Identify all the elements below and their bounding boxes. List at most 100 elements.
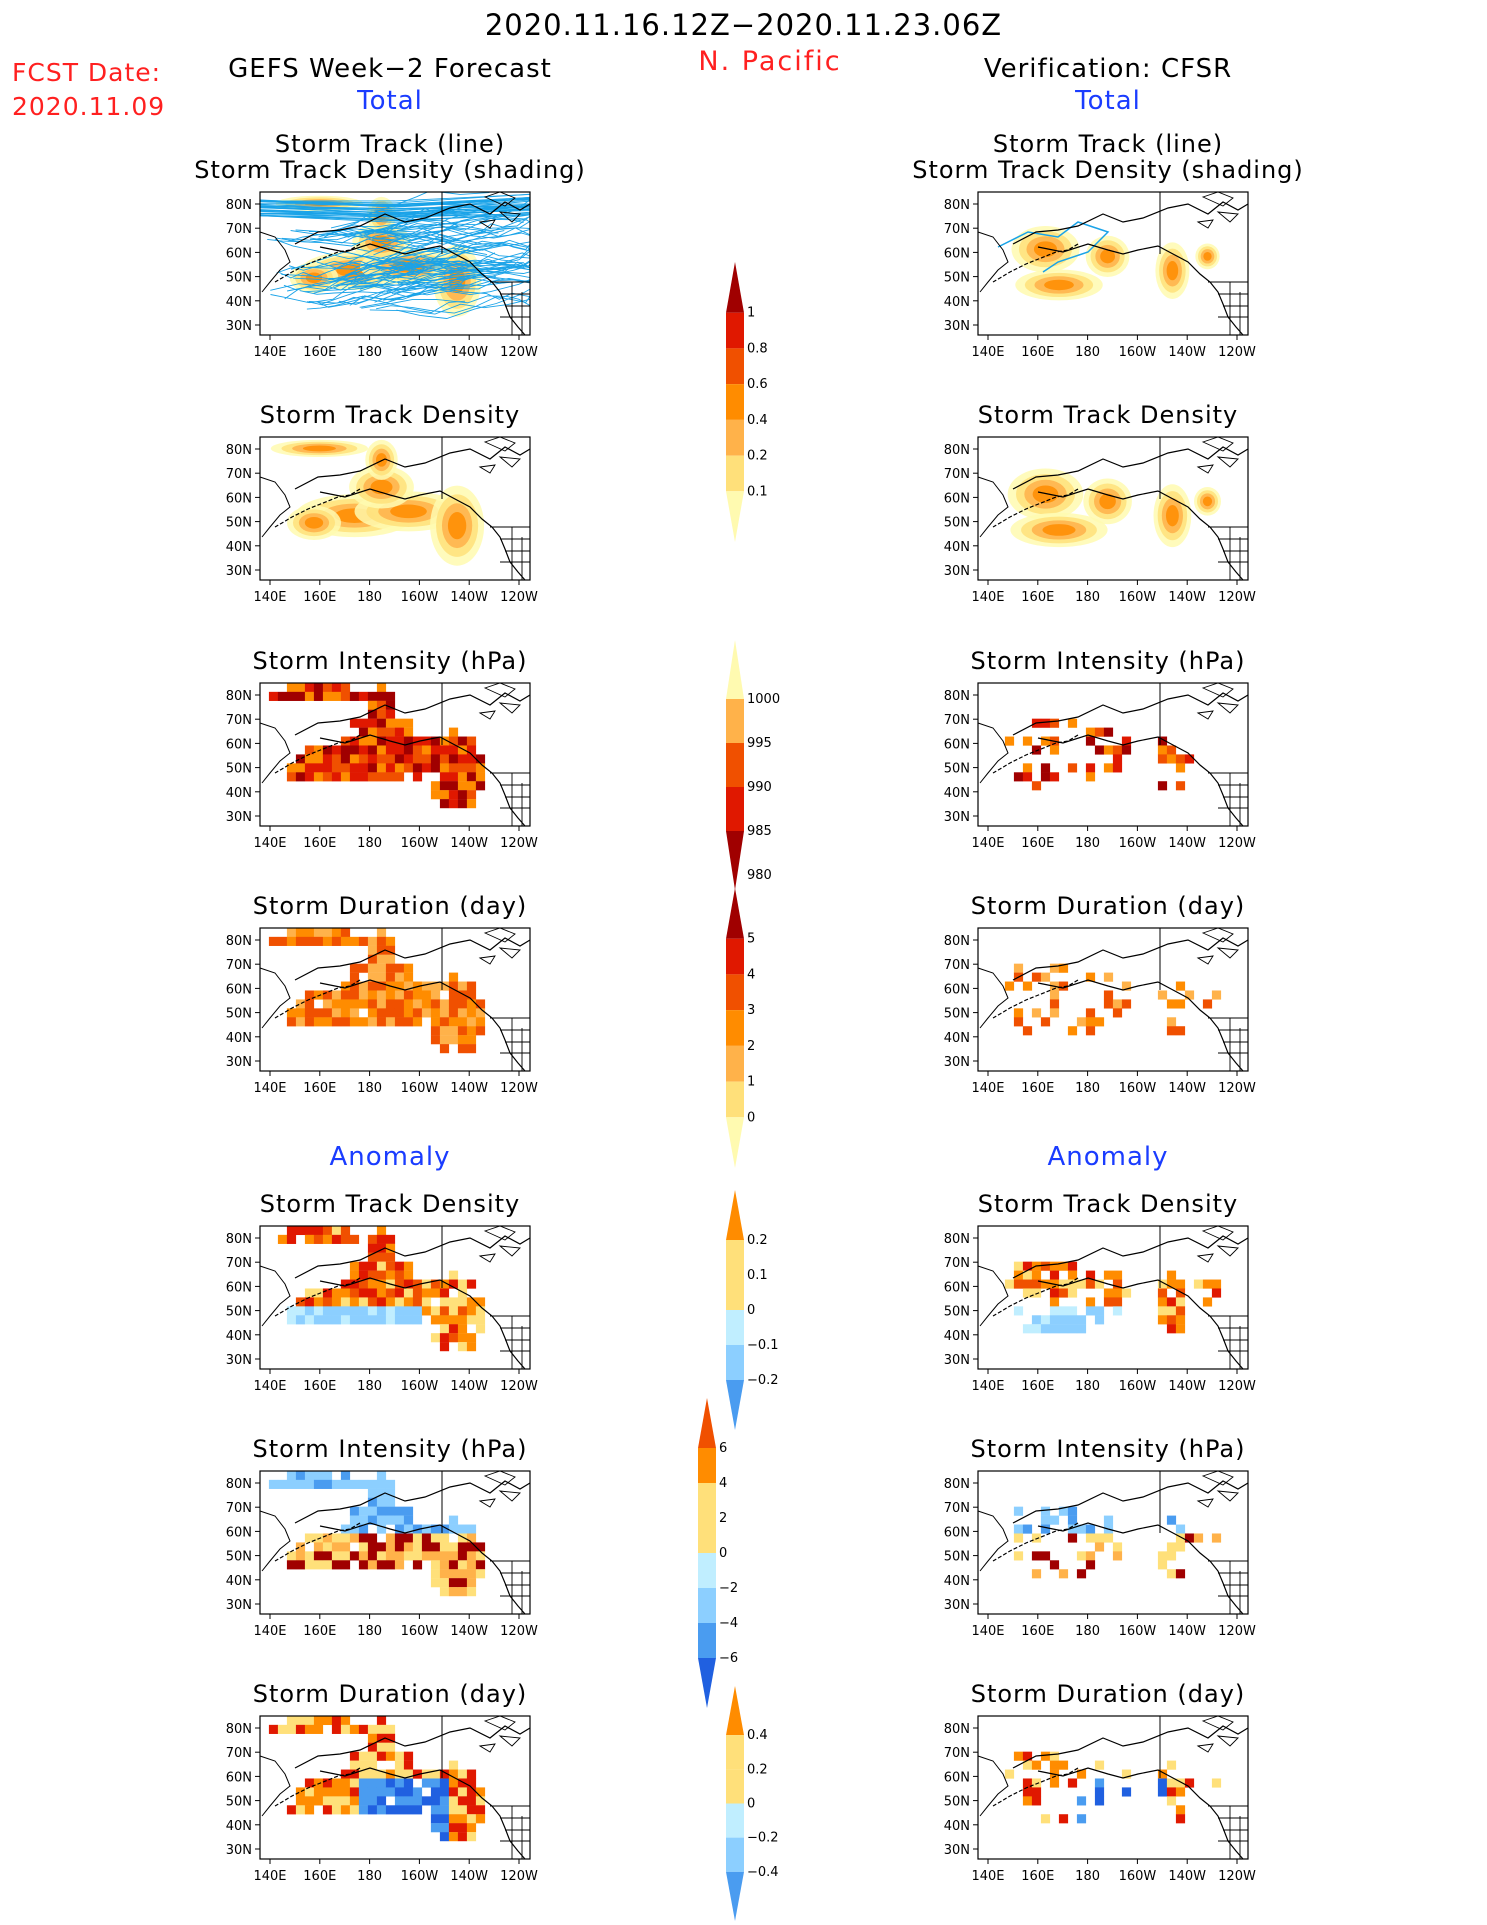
- grid-cell: [1121, 981, 1132, 991]
- grid-cell: [304, 682, 315, 693]
- colorbar-segment: [726, 419, 744, 456]
- lat-tick-label: 80N: [944, 443, 970, 458]
- grid-cell: [1058, 981, 1069, 991]
- grid-cell: [1121, 1787, 1132, 1797]
- grid-cell: [367, 1315, 378, 1325]
- grid-cell: [1049, 999, 1060, 1009]
- grid-cell: [385, 1315, 396, 1325]
- grid-cell: [304, 1479, 315, 1489]
- grid-cell: [403, 999, 414, 1009]
- grid-cell: [1022, 1778, 1033, 1788]
- grid-cell: [367, 1787, 378, 1797]
- lon-tick-label: 140E: [253, 345, 286, 360]
- colorbar-label: 0.2: [747, 449, 768, 464]
- grid-cell: [403, 1751, 414, 1761]
- colorbar-label: 990: [747, 780, 772, 795]
- lat-tick-label: 40N: [226, 1031, 252, 1046]
- grid-cell: [439, 1297, 450, 1307]
- grid-cell: [340, 1225, 351, 1236]
- grid-cell: [394, 772, 405, 782]
- grid-cell: [394, 1787, 405, 1797]
- grid-cell: [466, 990, 477, 1000]
- lat-tick-label: 50N: [226, 1795, 252, 1810]
- grid-cell: [349, 763, 360, 773]
- grid-cell: [466, 1333, 477, 1343]
- grid-cell: [412, 1787, 423, 1797]
- grid-cell: [1049, 1315, 1060, 1325]
- grid-cell: [466, 1035, 477, 1045]
- lon-tick-label: 180: [357, 590, 382, 605]
- grid-cell: [403, 1270, 414, 1280]
- grid-cell: [286, 936, 297, 946]
- grid-cell: [322, 691, 333, 701]
- density-contour: [1042, 524, 1076, 536]
- grid-cell: [457, 1324, 468, 1334]
- lat-tick-label: 50N: [944, 1795, 970, 1810]
- grid-cell: [349, 1017, 360, 1027]
- grid-cell: [1166, 1279, 1177, 1289]
- lat-tick-label: 50N: [944, 762, 970, 777]
- lat-tick-label: 80N: [226, 198, 252, 213]
- grid-cell: [1031, 745, 1042, 755]
- grid-cell: [1040, 1017, 1051, 1027]
- grid-cell: [421, 736, 432, 746]
- lat-tick-label: 40N: [226, 786, 252, 801]
- lon-tick-label: 120W: [1218, 345, 1256, 360]
- grid-cell: [1022, 1787, 1033, 1797]
- grid-cell: [385, 1479, 396, 1489]
- grid-cell: [331, 1787, 342, 1797]
- lat-tick-label: 40N: [226, 1574, 252, 1589]
- lon-tick-label: 140W: [1168, 1624, 1206, 1639]
- grid-cell: [1031, 1315, 1042, 1325]
- grid-cell: [439, 1026, 450, 1036]
- grid-cell: [340, 1787, 351, 1797]
- grid-cell: [304, 1787, 315, 1797]
- grid-cell: [448, 1760, 459, 1770]
- lat-tick-label: 30N: [226, 319, 252, 334]
- grid-cell: [367, 1234, 378, 1244]
- grid-cell: [349, 963, 360, 973]
- grid-cell: [439, 1044, 450, 1054]
- grid-cell: [313, 1017, 324, 1027]
- grid-cell: [448, 1315, 459, 1325]
- grid-cell: [1112, 1542, 1123, 1552]
- grid-cell: [1013, 1533, 1024, 1543]
- grid-cell: [331, 1542, 342, 1552]
- grid-cell: [403, 1551, 414, 1561]
- grid-cell: [1175, 1297, 1186, 1307]
- grid-cell: [1049, 1324, 1060, 1334]
- storm-track-line: [349, 259, 531, 271]
- grid-cell: [430, 1306, 441, 1316]
- lon-tick-label: 160W: [401, 1081, 439, 1096]
- colorbar-segment: [726, 1837, 744, 1872]
- grid-cell: [1193, 1279, 1204, 1289]
- grid-cell: [376, 1279, 387, 1289]
- grid-cell: [340, 990, 351, 1000]
- lat-tick-label: 60N: [944, 982, 970, 997]
- lon-tick-label: 160E: [303, 1379, 336, 1394]
- grid-cell: [322, 1479, 333, 1489]
- lon-tick-label: 120W: [500, 345, 538, 360]
- grid-cell: [358, 1760, 369, 1770]
- grid-cell: [358, 745, 369, 755]
- grid-cell: [367, 1008, 378, 1018]
- grid-cell: [367, 1724, 378, 1734]
- grid-cell: [1013, 1261, 1024, 1271]
- grid-cell: [421, 1551, 432, 1561]
- storm-track-line: [259, 214, 531, 221]
- grid-cell: [439, 1551, 450, 1561]
- lat-tick-label: 70N: [944, 1256, 970, 1271]
- density-contour: [1044, 279, 1074, 291]
- lon-tick-label: 180: [1075, 590, 1100, 605]
- grid-cell: [322, 1288, 333, 1298]
- grid-cell: [268, 691, 279, 701]
- lon-tick-label: 160W: [401, 1869, 439, 1884]
- grid-cell: [1184, 1778, 1195, 1788]
- grid-cell: [1076, 1279, 1087, 1289]
- grid-cell: [466, 1769, 477, 1779]
- grid-cell: [466, 772, 477, 782]
- colorbar-segment: [726, 888, 744, 939]
- lon-tick-label: 160W: [401, 836, 439, 851]
- grid-cell: [358, 691, 369, 701]
